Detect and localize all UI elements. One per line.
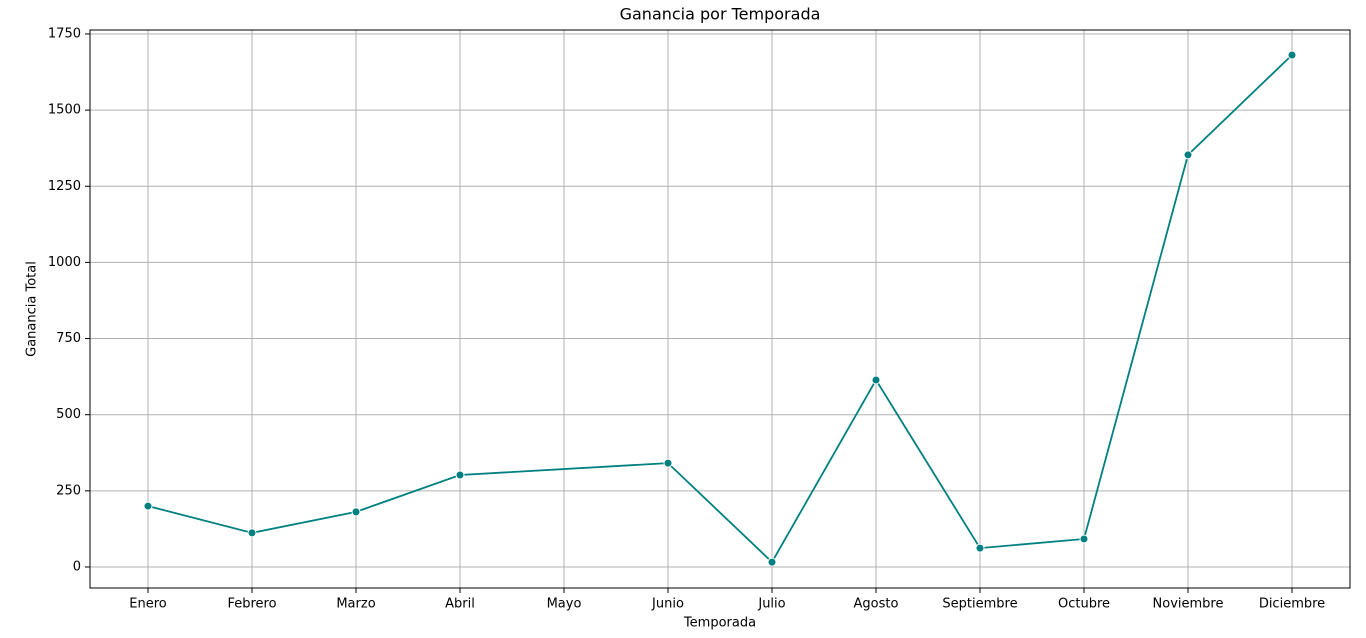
x-tick-label: Marzo (336, 597, 375, 612)
point (1287, 50, 1297, 60)
x-tick-label: Septiembre (942, 597, 1017, 612)
x-tick-label: Junio (651, 597, 684, 612)
point (663, 458, 673, 468)
y-tick-label: 1000 (48, 255, 81, 270)
y-tick-label: 1750 (48, 26, 81, 41)
y-tick-label: 500 (56, 407, 81, 422)
grid (90, 30, 1350, 588)
point (871, 375, 881, 385)
y-tick-label: 750 (56, 331, 81, 346)
y-tick-label: 1500 (48, 103, 81, 118)
y-tick-label: 0 (73, 559, 81, 574)
plot (143, 50, 1297, 567)
point (351, 507, 361, 517)
axes-frame (89, 29, 1351, 589)
x-axis-label: Temporada (683, 616, 756, 631)
x-tick-label: Julio (757, 597, 785, 612)
x-tick-label: Enero (129, 597, 167, 612)
x-tick-label: Diciembre (1259, 597, 1325, 612)
point (975, 543, 985, 553)
x-tick-label: Febrero (227, 597, 276, 612)
point (247, 528, 257, 538)
y-axis-label: Ganancia Total (25, 261, 40, 357)
x-tick-label: Octubre (1058, 597, 1110, 612)
x-tick-label: Abril (445, 597, 475, 612)
line (147, 54, 1293, 564)
chart-title: Ganancia por Temporada (620, 5, 821, 24)
x-tick-label: Mayo (547, 597, 582, 612)
point (143, 501, 153, 511)
point (1079, 534, 1089, 544)
y-tick-label: 250 (56, 483, 81, 498)
y-tick-label: 1250 (48, 179, 81, 194)
point (1183, 150, 1193, 160)
point (455, 470, 465, 480)
x-tick-label: Agosto (854, 597, 899, 612)
x-tick-label: Noviembre (1153, 597, 1224, 612)
point (767, 557, 777, 567)
